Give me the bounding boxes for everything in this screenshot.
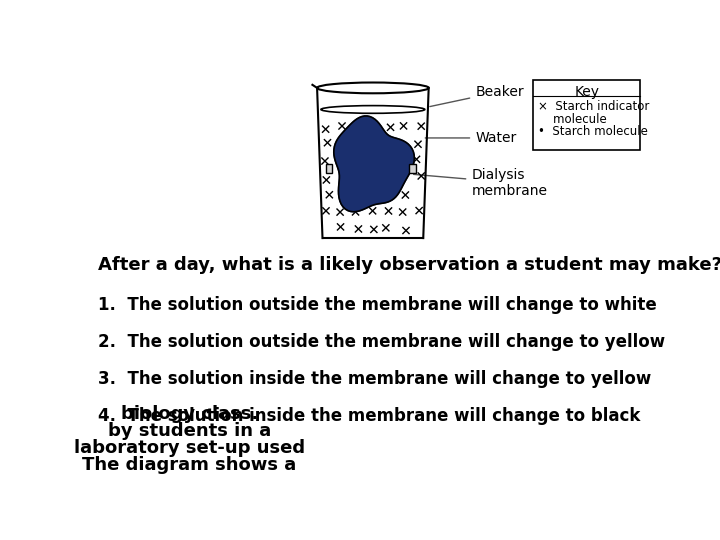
Text: biology class.: biology class.: [120, 405, 258, 423]
Text: 4.  The solution inside the membrane will change to black: 4. The solution inside the membrane will…: [98, 407, 640, 424]
Text: Key: Key: [575, 85, 599, 99]
Text: Beaker: Beaker: [430, 85, 523, 106]
Text: 2.  The solution outside the membrane will change to yellow: 2. The solution outside the membrane wil…: [98, 333, 665, 351]
Text: After a day, what is a likely observation a student may make?: After a day, what is a likely observatio…: [98, 256, 720, 274]
Text: Dialysis
membrane: Dialysis membrane: [413, 167, 547, 198]
Polygon shape: [318, 88, 428, 237]
Text: ×  Starch indicator: × Starch indicator: [538, 100, 649, 113]
Bar: [325, 164, 332, 173]
Polygon shape: [334, 116, 414, 212]
Text: •  Starch molecule: • Starch molecule: [538, 125, 648, 138]
Text: The diagram shows a: The diagram shows a: [82, 456, 297, 474]
Bar: [534, 80, 640, 150]
Text: molecule: molecule: [538, 112, 607, 125]
Text: 1.  The solution outside the membrane will change to white: 1. The solution outside the membrane wil…: [98, 296, 657, 314]
Text: laboratory set-up used: laboratory set-up used: [73, 439, 305, 457]
Text: 3.  The solution inside the membrane will change to yellow: 3. The solution inside the membrane will…: [98, 370, 651, 388]
Bar: [409, 164, 415, 173]
Text: Water: Water: [426, 131, 516, 145]
Text: by students in a: by students in a: [107, 422, 271, 440]
